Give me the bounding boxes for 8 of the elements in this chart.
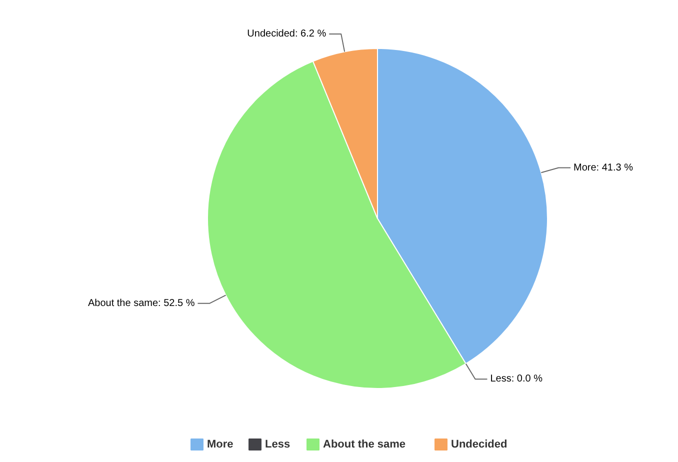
- text: Less: 0.0 %: [490, 374, 542, 385]
- data-label: More: 41.3 %: [574, 162, 634, 174]
- legend-label: Undecided: [451, 438, 508, 450]
- legend-label: About the same: [323, 438, 406, 450]
- data-label: About the same: 52.5 %: [88, 298, 195, 309]
- data-label: Undecided: 6.2 %: [247, 28, 326, 40]
- legend-label: Less: [265, 438, 290, 450]
- legend-label: More: [207, 438, 234, 450]
